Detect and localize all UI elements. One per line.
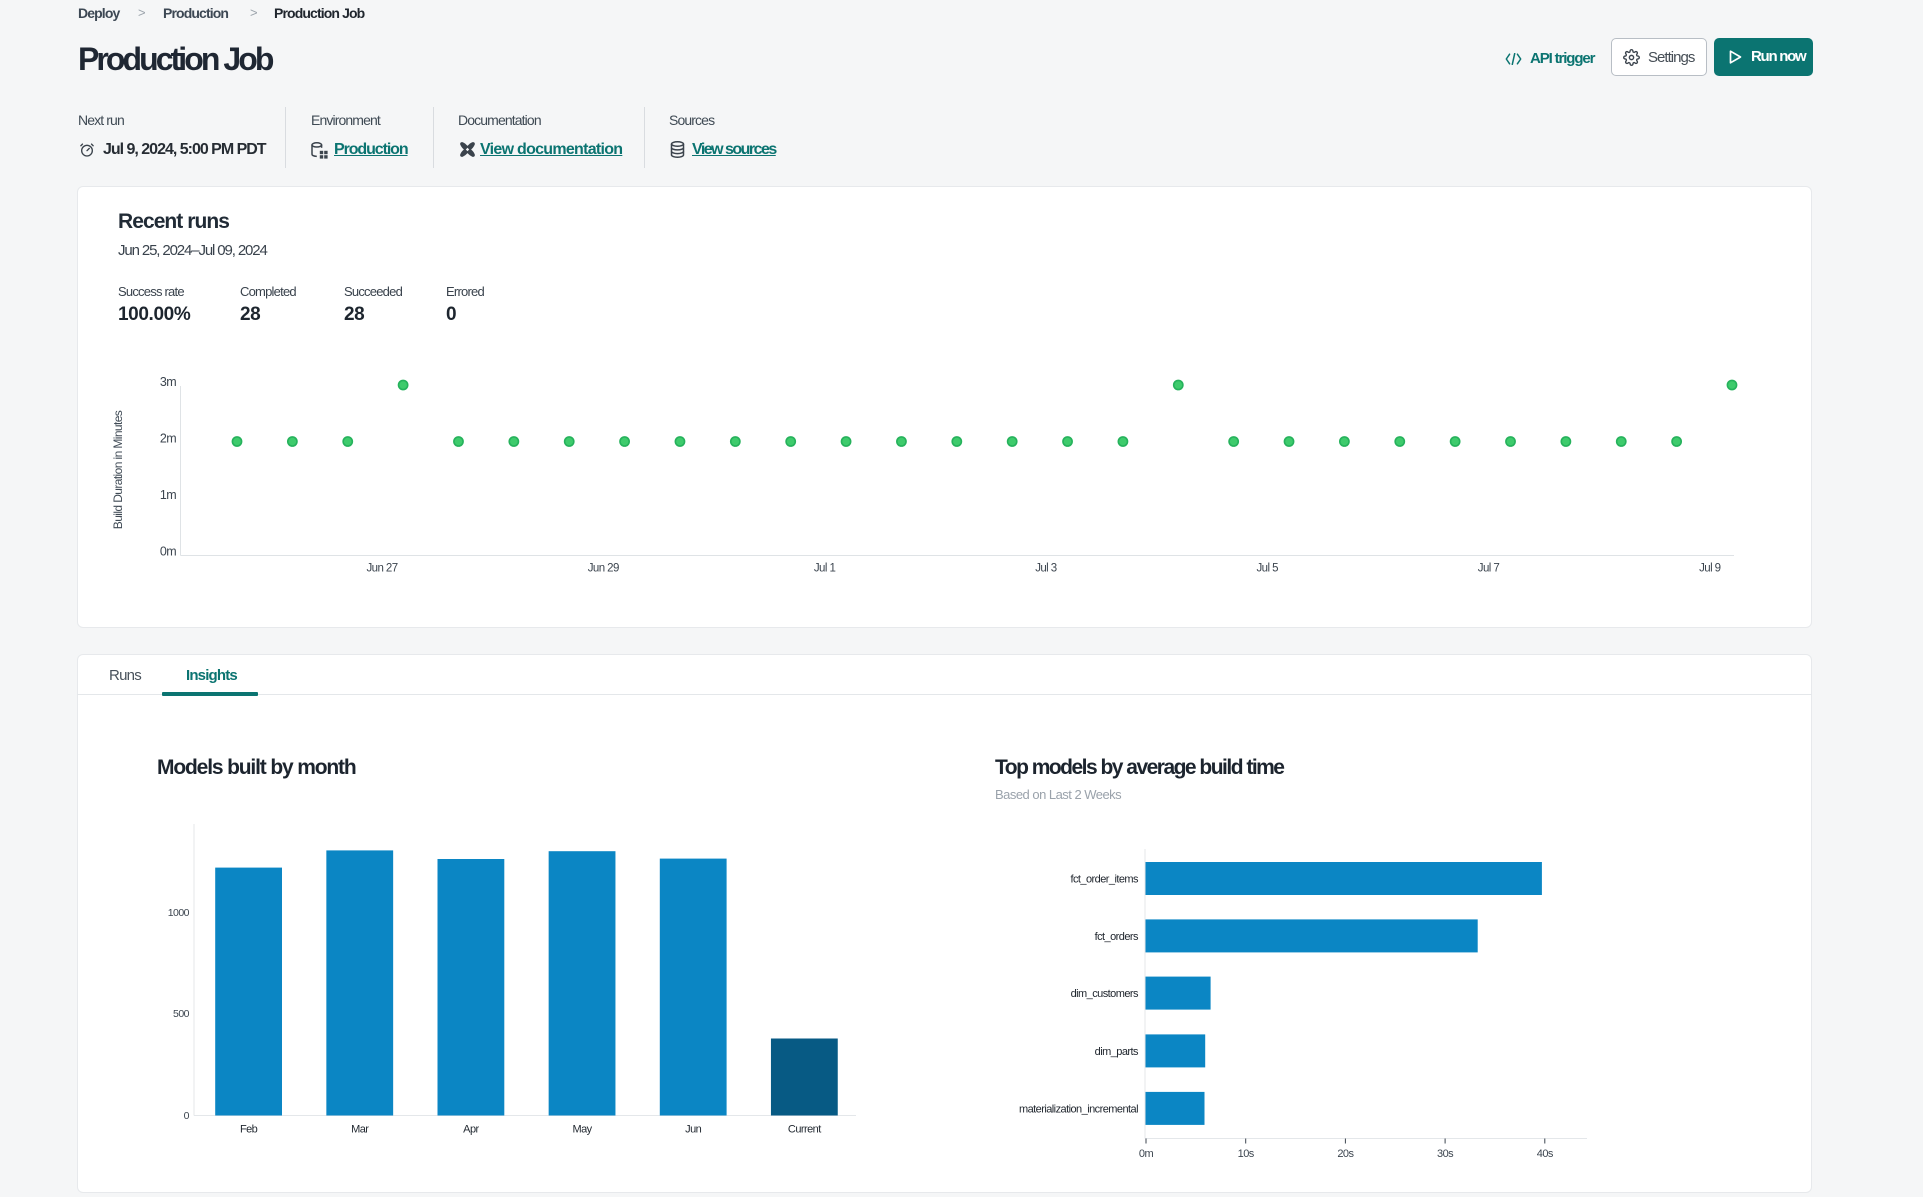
svg-text:fct_orders: fct_orders — [1095, 931, 1139, 943]
svg-text:20s: 20s — [1337, 1148, 1354, 1160]
svg-text:2m: 2m — [160, 432, 176, 446]
svg-text:Jul 5: Jul 5 — [1256, 563, 1278, 575]
svg-text:Current: Current — [788, 1124, 821, 1136]
svg-text:Jun 29: Jun 29 — [588, 563, 619, 575]
svg-text:fct_order_items: fct_order_items — [1070, 874, 1139, 886]
svg-text:1m: 1m — [160, 488, 176, 502]
svg-text:1000: 1000 — [168, 907, 190, 919]
svg-text:Build Duration in Minutes: Build Duration in Minutes — [111, 410, 125, 529]
svg-text:500: 500 — [173, 1008, 190, 1020]
svg-text:10s: 10s — [1238, 1148, 1255, 1160]
svg-text:0: 0 — [184, 1110, 190, 1122]
svg-text:Jul 3: Jul 3 — [1035, 563, 1057, 575]
svg-text:Jun: Jun — [685, 1124, 702, 1136]
svg-text:Jun 27: Jun 27 — [366, 563, 397, 575]
svg-text:0m: 0m — [160, 545, 176, 559]
svg-text:May: May — [572, 1124, 592, 1136]
svg-text:Jul 9: Jul 9 — [1699, 563, 1721, 575]
svg-text:40s: 40s — [1537, 1148, 1554, 1160]
svg-text:dim_parts: dim_parts — [1095, 1046, 1139, 1058]
svg-text:dim_customers: dim_customers — [1071, 988, 1139, 1000]
svg-text:30s: 30s — [1437, 1148, 1454, 1160]
svg-text:3m: 3m — [160, 375, 176, 389]
svg-text:0m: 0m — [1139, 1148, 1154, 1160]
svg-text:materialization_incremental: materialization_incremental — [1019, 1103, 1138, 1115]
svg-text:Apr: Apr — [463, 1124, 479, 1136]
svg-text:Jul 7: Jul 7 — [1478, 563, 1500, 575]
svg-text:Feb: Feb — [240, 1124, 258, 1136]
svg-text:Mar: Mar — [351, 1124, 369, 1136]
svg-text:Jul 1: Jul 1 — [814, 563, 836, 575]
